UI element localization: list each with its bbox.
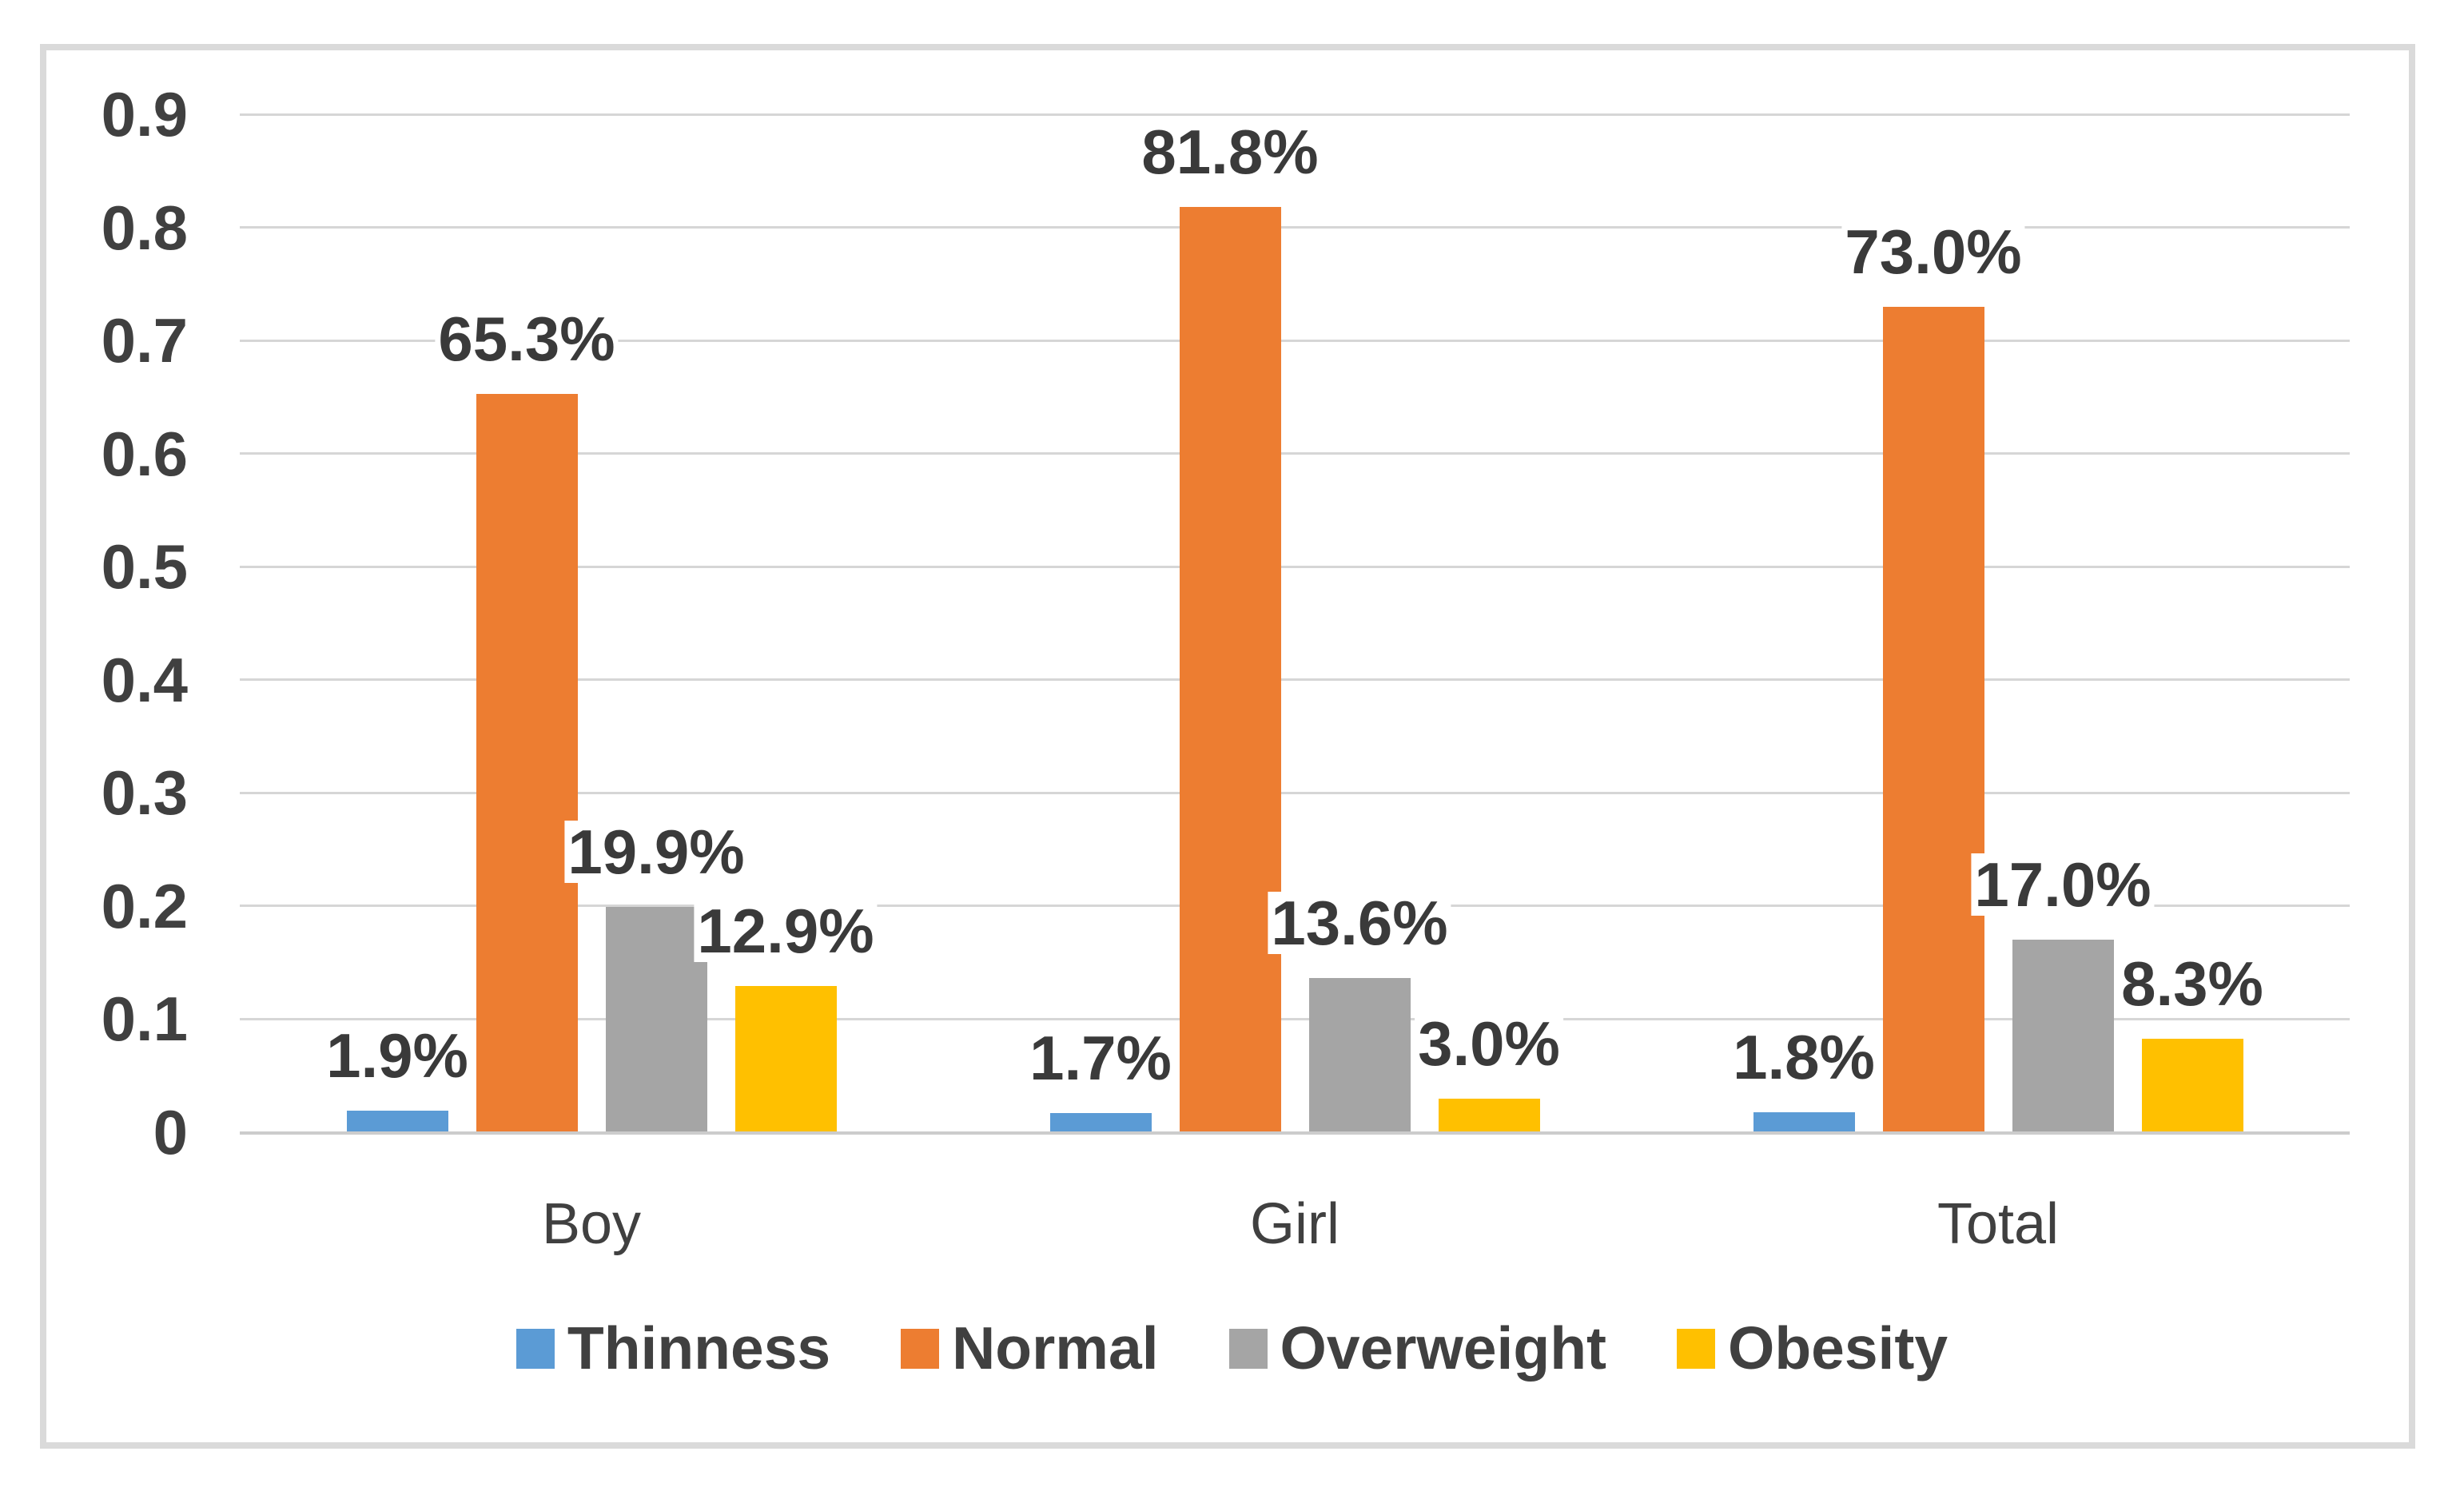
legend-swatch-icon [1228, 1328, 1268, 1369]
bar-overweight-boy [605, 907, 707, 1132]
legend-swatch-icon [515, 1328, 555, 1369]
bar-obesity-boy [734, 986, 837, 1132]
data-label: 65.3% [435, 307, 619, 370]
legend-label: Obesity [1727, 1314, 1949, 1382]
y-axis-tick-label: 0.6 [101, 418, 188, 489]
gridline [240, 226, 2350, 229]
data-label: 19.9% [564, 821, 748, 884]
y-axis-tick-label: 0.9 [101, 79, 188, 149]
legend-label: Thinness [567, 1314, 831, 1382]
data-label: 1.8% [1730, 1025, 1878, 1088]
gridline [240, 339, 2350, 342]
data-label: 81.8% [1138, 121, 1322, 184]
data-label: 12.9% [694, 900, 878, 963]
legend-label: Overweight [1280, 1314, 1606, 1382]
legend-swatch-icon [1676, 1328, 1715, 1369]
bar-overweight-total [2012, 940, 2114, 1132]
legend: Thinness Normal Overweight Obesity [0, 1318, 2464, 1378]
bar-normal-boy [476, 393, 578, 1132]
y-axis-tick-label: 0.7 [101, 305, 188, 376]
y-axis-tick-label: 0.8 [101, 192, 188, 263]
bar-thinness-girl [1049, 1112, 1152, 1132]
legend-item-overweight: Overweight [1228, 1314, 1606, 1382]
y-axis-tick-label: 0.1 [101, 984, 188, 1055]
data-label: 13.6% [1268, 892, 1451, 955]
legend-label: Normal [952, 1314, 1159, 1382]
legend-item-normal: Normal [901, 1314, 1159, 1382]
data-label: 17.0% [1971, 853, 2155, 916]
gridline [240, 1017, 2350, 1020]
legend-item-thinness: Thinness [515, 1314, 831, 1382]
gridline [240, 452, 2350, 455]
bar-normal-total [1882, 306, 1984, 1132]
category-label: Girl [1250, 1192, 1339, 1256]
data-label: 3.0% [1415, 1012, 1563, 1075]
category-label: Boy [541, 1192, 642, 1256]
bar-obesity-girl [1438, 1098, 1540, 1132]
gridline [240, 791, 2350, 794]
data-label: 73.0% [1841, 220, 2025, 283]
x-axis-line [240, 1131, 2350, 1135]
data-label: 1.9% [323, 1024, 472, 1087]
bar-normal-girl [1179, 207, 1281, 1132]
data-label: 1.7% [1026, 1026, 1175, 1089]
gridline [240, 565, 2350, 568]
gridline [240, 678, 2350, 682]
bar-obesity-total [2141, 1038, 2243, 1132]
legend-item-obesity: Obesity [1676, 1314, 1949, 1382]
y-axis-tick-label: 0.5 [101, 531, 188, 602]
legend-swatch-icon [901, 1328, 940, 1369]
y-axis-tick-label: 0 [153, 1097, 188, 1167]
y-axis-tick-label: 0.3 [101, 757, 188, 829]
y-axis-tick-label: 0.2 [101, 870, 188, 941]
gridline [240, 113, 2350, 116]
data-label: 8.3% [2118, 952, 2267, 1015]
bar-thinness-boy [346, 1111, 448, 1132]
bar-overweight-girl [1308, 978, 1411, 1132]
bar-thinness-total [1753, 1111, 1855, 1132]
y-axis-tick-label: 0.4 [101, 644, 188, 715]
category-label: Total [1937, 1192, 2060, 1256]
